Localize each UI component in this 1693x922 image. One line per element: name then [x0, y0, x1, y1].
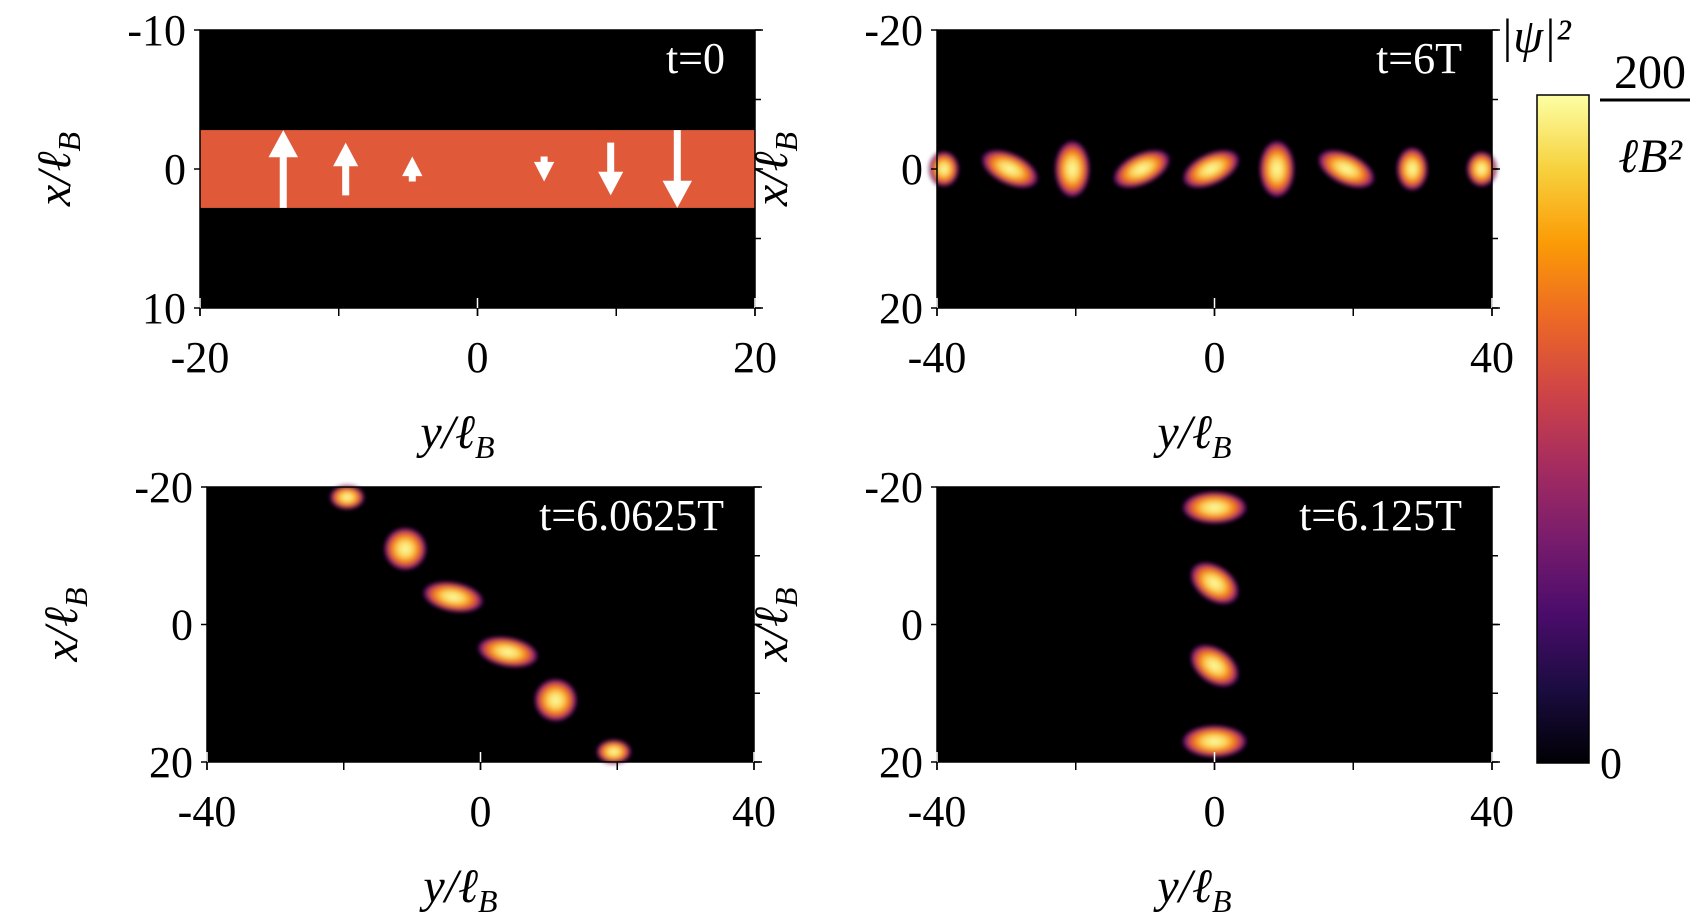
x-tick-label: 40 [732, 787, 776, 836]
colorbar-max-numerator: 200 [1614, 46, 1686, 99]
time-label: t=6T [1376, 34, 1462, 83]
density-blob [383, 526, 428, 571]
y-axis-label: x/ℓB [28, 132, 87, 207]
y-tick-label: -20 [864, 463, 923, 512]
arrow-group [268, 130, 693, 208]
plot-area [937, 487, 1492, 762]
density-blob [329, 484, 365, 510]
x-axis-label: y/ℓB [1152, 406, 1231, 465]
colorbar-min-label: 0 [1600, 739, 1622, 788]
tick-group: -20 0 20 -10 0 10 y/ℓB x/ℓB [28, 6, 777, 465]
colorbar: |ψ|² 200 ℓB² 0 [1500, 10, 1690, 788]
y-tick-label: 20 [149, 738, 193, 787]
density-blob [1112, 149, 1171, 189]
y-tick-label: 20 [879, 284, 923, 333]
x-tick-label: 0 [470, 787, 492, 836]
x-axis-label: y/ℓB [418, 860, 497, 919]
x-tick-label: -20 [171, 333, 230, 382]
panel-t6-125: -40 0 40 -20 0 20 y/ℓB x/ℓB t=6.125T [745, 463, 1514, 919]
x-tick-label: 0 [1204, 333, 1226, 382]
x-tick-label: -40 [178, 787, 237, 836]
panel-t0: -20 0 20 -10 0 10 y/ℓB x/ℓB t=0 [28, 6, 777, 465]
y-tick-label: 0 [901, 601, 923, 650]
colorbar-max-denominator: ℓB² [1618, 130, 1683, 183]
x-tick-label: 20 [733, 333, 777, 382]
colorbar-scale [1536, 94, 1590, 764]
x-axis-label: y/ℓB [1152, 860, 1231, 919]
y-axis-label: x/ℓB [745, 587, 804, 662]
density-blob [1181, 491, 1248, 525]
time-label: t=6.0625T [539, 491, 724, 540]
plot-area [207, 487, 754, 762]
y-axis-label: x/ℓB [35, 587, 94, 662]
y-tick-label: -10 [127, 6, 186, 55]
density-blob [422, 581, 485, 613]
density-blob [1258, 139, 1295, 199]
x-tick-label: -40 [908, 787, 967, 836]
density-blob [596, 739, 632, 765]
y-axis-label: x/ℓB [745, 132, 804, 207]
panel-t6-0625: -40 0 40 -20 0 20 y/ℓB x/ℓB t=6.0625T [35, 463, 776, 919]
colorbar-label: |ψ|² [1500, 10, 1572, 63]
density-blob [1189, 644, 1240, 688]
tick-group: -40 0 40 -20 0 20 y/ℓB x/ℓB [35, 463, 776, 919]
arrow-up [333, 142, 359, 196]
y-tick-label: 10 [142, 284, 186, 333]
arrow-up [402, 156, 423, 182]
arrow-down [598, 142, 624, 196]
density-band [200, 130, 755, 208]
arrow-down [533, 156, 555, 182]
density-blob [1189, 561, 1240, 605]
x-tick-label: -40 [908, 333, 967, 382]
density-blob [476, 636, 539, 668]
time-label: t=0 [666, 34, 725, 83]
x-axis-label: y/ℓB [415, 406, 494, 465]
y-tick-label: -20 [134, 463, 193, 512]
arrow-up [268, 130, 298, 208]
density-blob [1466, 150, 1497, 188]
density-blob [533, 678, 578, 723]
density-blob [1317, 149, 1376, 189]
x-tick-label: 0 [467, 333, 489, 382]
tick-group: -40 0 40 -20 0 20 y/ℓB x/ℓB [745, 463, 1514, 919]
arrow-down [662, 130, 693, 208]
y-tick-label: 0 [171, 601, 193, 650]
tick-group: -40 0 40 -20 0 20 y/ℓB x/ℓB [745, 6, 1514, 465]
x-tick-label: 0 [1204, 787, 1226, 836]
y-tick-label: 20 [879, 738, 923, 787]
blob-group [1181, 491, 1248, 758]
density-blob [1181, 149, 1241, 189]
density-blob [1181, 724, 1248, 758]
time-label: t=6.125T [1299, 491, 1462, 540]
density-blob [1396, 146, 1429, 192]
y-tick-label: 0 [901, 145, 923, 194]
blob-group [329, 484, 632, 765]
density-blob [980, 149, 1039, 189]
y-tick-label: -20 [864, 6, 923, 55]
panel-t6: -40 0 40 -20 0 20 y/ℓB x/ℓB t=6T [745, 6, 1514, 465]
density-blob [1054, 139, 1091, 199]
y-tick-label: 0 [164, 145, 186, 194]
x-tick-label: 40 [1470, 787, 1514, 836]
x-tick-label: 40 [1470, 333, 1514, 382]
